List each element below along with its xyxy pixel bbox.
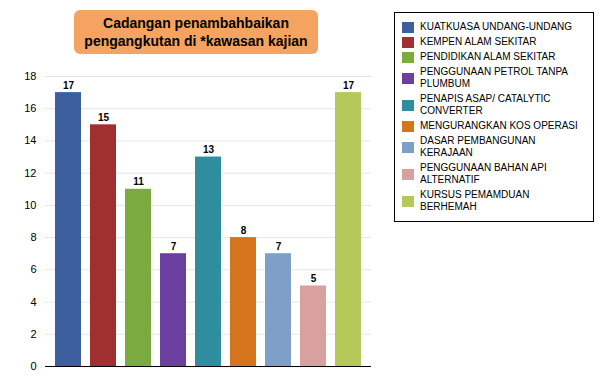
svg-text:0: 0 xyxy=(30,360,36,372)
html-text:MENGURANGKAN KOS OPERASI: MENGURANGKAN KOS OPERASI xyxy=(420,120,578,131)
svg-text:14: 14 xyxy=(24,135,36,147)
svg-text:18: 18 xyxy=(24,70,36,82)
svg-text:6: 6 xyxy=(30,264,36,276)
html-text:KEMPEN ALAM SEKITAR: KEMPEN ALAM SEKITAR xyxy=(420,36,537,47)
svg-text:2: 2 xyxy=(30,328,36,340)
svg-text:10: 10 xyxy=(24,199,36,211)
svg-text:8: 8 xyxy=(30,232,36,244)
html-text:Cadangan penambahbaikan pengan: Cadangan penambahbaikan pengangkutan di … xyxy=(84,15,308,50)
svg-text:7: 7 xyxy=(276,241,282,252)
svg-text:4: 4 xyxy=(30,296,36,308)
html-text:KUATKUASA UNDANG-UNDANG: KUATKUASA UNDANG-UNDANG xyxy=(420,21,573,32)
svg-text:7: 7 xyxy=(171,241,177,252)
svg-text:5: 5 xyxy=(311,274,317,285)
svg-text:12: 12 xyxy=(24,167,36,179)
svg-text:17: 17 xyxy=(63,80,75,91)
html-text:KURSUS PEMAMDUAN BERHEMAH: KURSUS PEMAMDUAN BERHEMAH xyxy=(420,189,530,212)
svg-text:11: 11 xyxy=(133,177,144,188)
html-text:PENGGUNAAN PETROL TANPA PLUMBU: PENGGUNAAN PETROL TANPA PLUMBUM xyxy=(420,66,568,89)
html-text:DASAR PEMBANGUNAN KERAJAAN: DASAR PEMBANGUNAN KERAJAAN xyxy=(420,135,536,158)
svg-text:15: 15 xyxy=(98,112,110,123)
svg-text:8: 8 xyxy=(241,225,247,236)
svg-text:16: 16 xyxy=(24,103,36,115)
html-text:PENGGUNAAN BAHAN API ALTERNATI: PENGGUNAAN BAHAN API ALTERNATIF xyxy=(420,162,547,185)
html-text:PENDIDIKAN ALAM SEKITAR: PENDIDIKAN ALAM SEKITAR xyxy=(420,51,556,62)
svg-text:17: 17 xyxy=(343,80,355,91)
html-text:PENAPIS ASAP/ CATALYTIC CONVER: PENAPIS ASAP/ CATALYTIC CONVERTER xyxy=(420,93,551,116)
svg-text:13: 13 xyxy=(203,145,215,156)
